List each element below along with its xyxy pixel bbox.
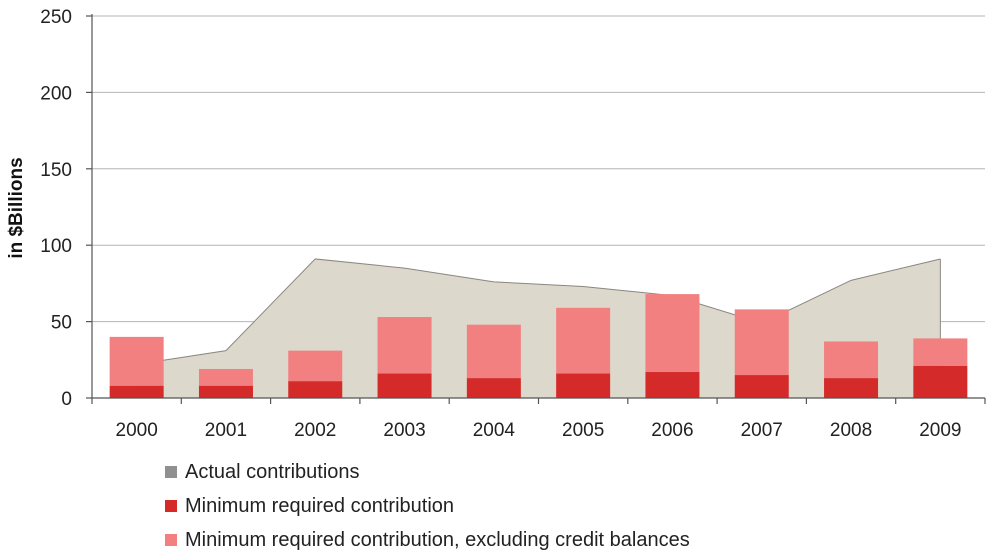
bars — [109, 294, 968, 398]
legend-swatch-actual — [165, 466, 177, 478]
x-tick-label-2008: 2008 — [830, 420, 872, 441]
bar-excluding-credit-2007 — [734, 309, 789, 376]
bar-minimum-required-2007 — [734, 375, 789, 398]
x-tick-label-2003: 2003 — [383, 420, 425, 441]
legend-label-actual: Actual contributions — [185, 460, 360, 483]
bar-excluding-credit-2008 — [824, 341, 879, 379]
legend-item-excluding: Minimum required contribution, excluding… — [165, 523, 690, 557]
x-tick-label-2006: 2006 — [651, 420, 693, 441]
x-tick-labels: 2000 2001 2002 2003 2004 2005 2006 2007 2008 2009 — [116, 420, 962, 441]
legend-item-minimum: Minimum required contribution — [165, 489, 690, 523]
bar-excluding-credit-2005 — [556, 307, 611, 374]
legend-item-actual: Actual contributions — [165, 455, 690, 489]
bar-excluding-credit-2006 — [645, 294, 700, 373]
bar-minimum-required-2002 — [288, 381, 343, 398]
legend-swatch-minimum — [165, 500, 177, 512]
y-tick-label-0: 0 — [61, 389, 72, 410]
x-tick-label-2004: 2004 — [473, 420, 516, 441]
axes — [86, 14, 986, 404]
bar-excluding-credit-2001 — [198, 368, 253, 386]
x-tick-label-2001: 2001 — [205, 420, 247, 441]
bar-minimum-required-2001 — [198, 385, 253, 398]
x-tick-label-2000: 2000 — [116, 420, 158, 441]
bar-excluding-credit-2009 — [913, 338, 968, 366]
x-tick-label-2009: 2009 — [919, 420, 961, 441]
bar-minimum-required-2006 — [645, 372, 700, 398]
y-tick-label-50: 50 — [51, 313, 72, 334]
y-tick-label-200: 200 — [40, 83, 72, 104]
area-actual-contributions — [136, 258, 941, 398]
grid-lines — [92, 15, 985, 323]
legend-swatch-excluding — [165, 534, 177, 546]
bar-excluding-credit-2004 — [466, 324, 521, 379]
legend-label-minimum: Minimum required contribution — [185, 494, 455, 517]
x-tick-label-2002: 2002 — [294, 420, 336, 441]
bar-excluding-credit-2003 — [377, 317, 432, 374]
bar-excluding-credit-2000 — [109, 336, 164, 386]
y-tick-label-250: 250 — [40, 7, 72, 28]
legend-label-excluding: Minimum required contribution, excluding… — [185, 528, 690, 551]
area-actual-contributions-outline — [136, 258, 941, 365]
x-tick-label-2007: 2007 — [741, 420, 783, 441]
bar-minimum-required-2009 — [913, 365, 968, 398]
y-tick-label-150: 150 — [40, 160, 72, 181]
y-tick-label-100: 100 — [40, 236, 72, 257]
bar-minimum-required-2003 — [377, 373, 432, 398]
y-tick-labels: 0 50 100 150 200 250 — [40, 7, 72, 410]
bar-minimum-required-2000 — [109, 385, 164, 398]
bar-minimum-required-2004 — [466, 378, 521, 398]
legend: Actual contributions Minimum required co… — [165, 455, 690, 557]
y-axis-label: in $Billions — [6, 157, 27, 258]
bar-excluding-credit-2002 — [288, 350, 343, 382]
bar-minimum-required-2008 — [824, 378, 879, 398]
actual-contributions-area — [136, 258, 941, 398]
bar-minimum-required-2005 — [556, 373, 611, 398]
x-tick-label-2005: 2005 — [562, 420, 604, 441]
